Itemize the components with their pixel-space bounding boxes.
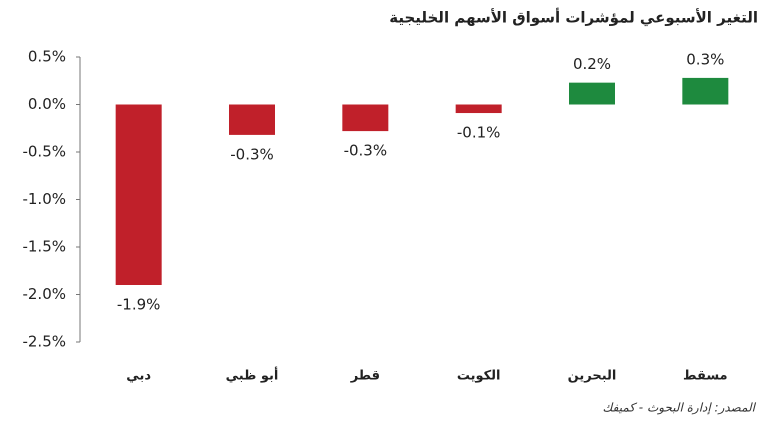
y-tick-label: -0.5% <box>22 143 66 161</box>
x-tick-label: دبي <box>126 369 151 384</box>
chart-title: التغير الأسبوعي لمؤشرات أسواق الأسهم الخ… <box>389 8 758 27</box>
y-tick-label: -2.5% <box>22 333 66 351</box>
data-label: -1.9% <box>117 296 161 314</box>
y-tick-label: -1.5% <box>22 238 66 256</box>
x-tick-label: الكويت <box>457 369 501 384</box>
x-tick-label: مسقط <box>683 369 728 384</box>
y-tick-label: -2.0% <box>22 285 66 303</box>
y-tick-label: 0.5% <box>28 48 66 66</box>
bar <box>569 82 615 105</box>
x-tick-label: البحرين <box>568 369 617 384</box>
x-tick-label: أبو ظبي <box>226 367 279 384</box>
bar <box>682 77 729 105</box>
source-note: المصدر: إدارة البحوث - كميفك <box>603 401 757 415</box>
bar <box>455 104 502 114</box>
bar <box>342 104 389 132</box>
data-label: 0.2% <box>573 55 611 73</box>
bar <box>229 104 275 135</box>
y-tick-label: -1.0% <box>22 190 66 208</box>
bar <box>115 104 162 285</box>
x-tick-label: قطر <box>350 369 380 384</box>
y-tick-label: 0.0% <box>28 95 66 113</box>
data-label: -0.1% <box>457 124 501 142</box>
data-label: 0.3% <box>686 50 724 68</box>
data-label: -0.3% <box>344 142 388 160</box>
data-label: -0.3% <box>230 145 274 163</box>
